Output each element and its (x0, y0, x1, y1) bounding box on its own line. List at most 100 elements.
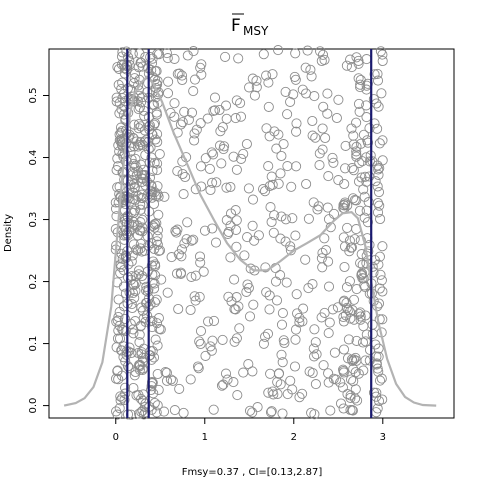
scatter-point (311, 349, 322, 360)
scatter-point (372, 68, 383, 79)
scatter-point (130, 285, 141, 296)
scatter-point (238, 367, 249, 378)
scatter-point (208, 404, 219, 415)
scatter-point (169, 53, 180, 64)
scatter-point (333, 175, 344, 186)
scatter-point (228, 377, 239, 388)
scatter-point (315, 46, 326, 57)
scatter-point (219, 141, 230, 152)
scatter-point (285, 241, 296, 252)
scatter-point (329, 347, 340, 358)
scatter-point (360, 171, 371, 182)
scatter-point (176, 244, 187, 255)
scatter-point (289, 71, 300, 82)
scatter-point (280, 86, 291, 97)
scatter-point (342, 222, 353, 233)
scatter-point (214, 140, 226, 151)
scatter-point (338, 296, 349, 307)
scatter-point (115, 268, 126, 279)
scatter-point (207, 223, 218, 234)
scatter-point (149, 219, 160, 230)
scatter-point (333, 94, 344, 105)
scatter-point (189, 135, 200, 146)
scatter-point (249, 90, 260, 101)
scatter-point (317, 262, 328, 273)
scatter-point (301, 178, 312, 190)
scatter-point (112, 153, 123, 164)
scatter-point (345, 392, 356, 403)
scatter-point (182, 217, 193, 228)
scatter-point (374, 138, 385, 149)
scatter-point (186, 235, 197, 246)
scatter-point (231, 164, 242, 175)
scatter-point (355, 235, 366, 246)
scatter-point (151, 107, 162, 118)
scatter-point (151, 218, 162, 229)
scatter-point (146, 354, 157, 365)
scatter-point (132, 230, 143, 241)
scatter-point (175, 268, 186, 279)
scatter-point (281, 277, 292, 288)
scatter-point (159, 191, 170, 202)
scatter-point (345, 54, 356, 65)
scatter-point (294, 392, 305, 403)
scatter-point (133, 265, 144, 276)
scatter-point (120, 382, 131, 393)
scatter-point (230, 304, 241, 315)
scatter-point (178, 189, 189, 200)
scatter-point (298, 303, 309, 314)
scatter-point (263, 77, 274, 88)
scatter-point (351, 149, 362, 160)
scatter-point (317, 247, 328, 258)
scatter-point (174, 383, 185, 394)
scatter-point (173, 303, 184, 315)
scatter-point (372, 363, 383, 374)
scatter-point (346, 242, 357, 253)
scatter-point (341, 60, 352, 71)
scatter-point (373, 366, 384, 377)
title-subscript: MSY (243, 24, 269, 38)
scatter-point (344, 276, 355, 287)
scatter-point (291, 126, 302, 137)
scatter-point (217, 122, 228, 133)
scatter-point (160, 367, 171, 378)
scatter-point (170, 225, 181, 237)
scatter-point (322, 88, 333, 99)
scatter-point (137, 199, 148, 210)
scatter-point (251, 75, 262, 86)
scatter-point (134, 408, 145, 419)
scatter-point (278, 139, 289, 150)
scatter-point (359, 280, 370, 291)
scatter-point (282, 161, 293, 172)
scatter-point (205, 341, 216, 352)
scatter-point (291, 161, 302, 172)
scatter-point (133, 123, 144, 134)
scatter-point (258, 338, 269, 349)
scatter-point (310, 132, 321, 143)
scatter-point (276, 150, 287, 162)
scatter-point (358, 184, 369, 195)
scatter-point (343, 334, 354, 345)
scatter-point (309, 91, 320, 102)
x-axis-label: Fmsy=0.37 , CI=[0.13,2.87] (182, 467, 323, 478)
scatter-point (120, 230, 132, 241)
scatter-point (347, 163, 358, 174)
scatter-point (276, 211, 287, 222)
scatter-point (112, 333, 124, 344)
scatter-point (195, 118, 206, 129)
scatter-point (182, 50, 193, 61)
scatter-point (307, 115, 318, 127)
scatter-point (309, 409, 320, 420)
scatter-point (338, 403, 349, 414)
scatter-point (376, 373, 387, 384)
scatter-point (328, 208, 340, 219)
scatter-point (225, 252, 236, 263)
scatter-point (206, 147, 217, 158)
scatter-point (156, 274, 167, 285)
scatter-point (111, 406, 122, 417)
scatter-point (220, 51, 231, 62)
scatter-point (363, 246, 374, 257)
scatter-point (177, 117, 188, 128)
scatter-point (355, 74, 366, 86)
